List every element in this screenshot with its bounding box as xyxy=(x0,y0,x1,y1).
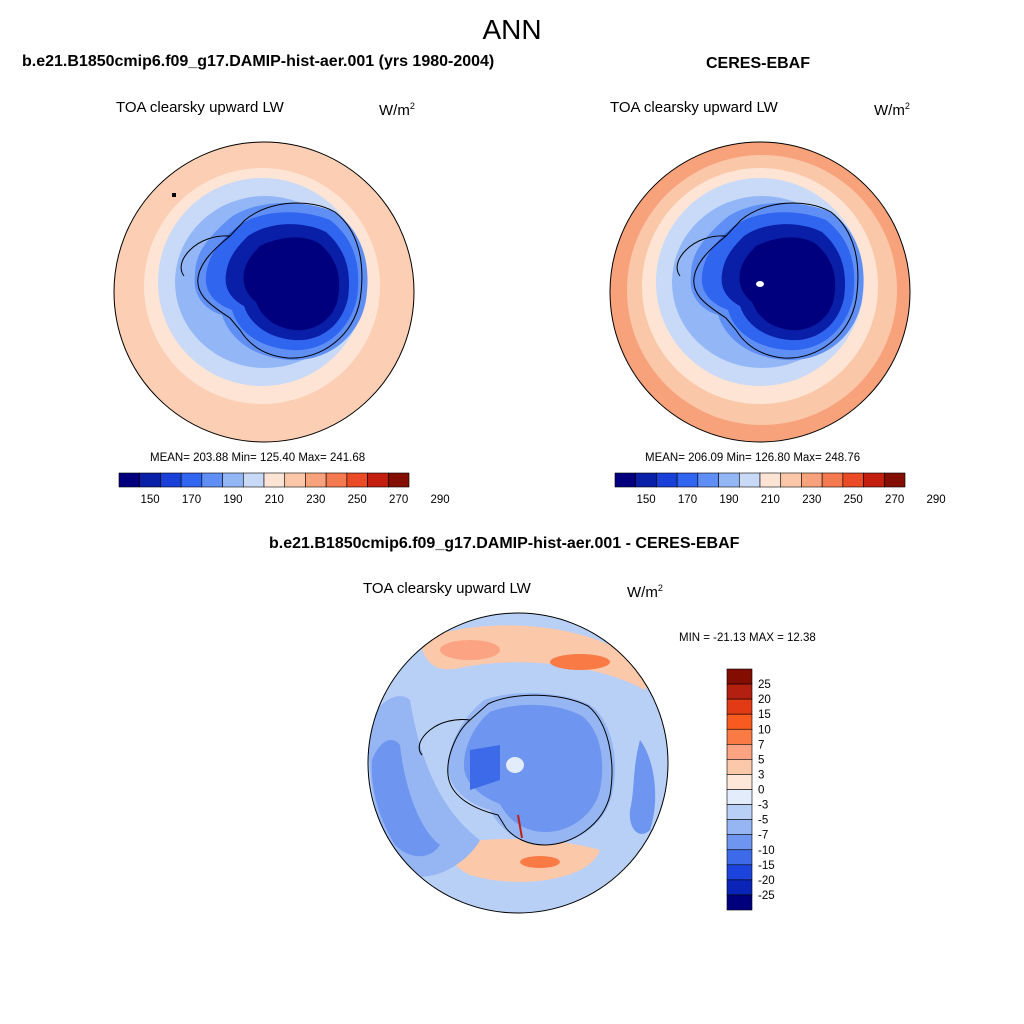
colorbar-swatch xyxy=(676,472,699,488)
panel3-units: W/m2 xyxy=(627,583,663,601)
colorbar-swatch xyxy=(346,472,368,488)
panel3-variable: TOA clearsky upward LW xyxy=(363,580,531,597)
colorbar-tick-label: 210 xyxy=(265,494,284,506)
colorbar-swatch xyxy=(821,472,844,488)
colorbar-swatch xyxy=(726,789,753,805)
colorbar-swatch xyxy=(325,472,348,488)
colorbar-swatch xyxy=(726,819,753,835)
colorbar-tick-label: 5 xyxy=(758,754,764,766)
colorbar-swatch xyxy=(614,472,637,488)
colorbar-tick-label: 7 xyxy=(758,739,764,751)
colorbar-tick-label: 290 xyxy=(926,494,945,506)
figure-title: ANN xyxy=(482,14,542,45)
colorbar-swatch xyxy=(726,879,753,896)
colorbar-tick-label: 230 xyxy=(306,494,325,506)
colorbar-swatch xyxy=(718,472,740,488)
colorbar-swatch xyxy=(139,472,161,488)
colorbar-swatch xyxy=(780,472,802,488)
colorbar-tick-label: 190 xyxy=(223,494,242,506)
colorbar-swatch xyxy=(726,774,753,790)
panel2-units: W/m2 xyxy=(874,101,910,119)
colorbar-swatch xyxy=(242,472,265,488)
colorbar-model: 150 170 190 210 230 250 270 290 xyxy=(118,472,450,506)
colorbar-difference: 25 20 15 10 7 5 3 0 -3 -5 -7 -10 -15 -20 -25 xyxy=(726,668,775,911)
colorbar-swatch xyxy=(726,864,753,881)
colorbar-tick-label: 150 xyxy=(636,494,655,506)
colorbar-swatch xyxy=(726,804,753,820)
colorbar-swatch xyxy=(726,698,753,715)
panel1-variable: TOA clearsky upward LW xyxy=(116,99,284,116)
colorbar-swatch xyxy=(726,668,753,685)
colorbar-swatch xyxy=(726,728,753,745)
panel1-heading: b.e21.B1850cmip6.f09_g17.DAMIP-hist-aer.… xyxy=(22,53,495,70)
colorbar-tick-label: -5 xyxy=(758,815,768,827)
colorbar-swatch xyxy=(305,472,327,488)
colorbar-swatch xyxy=(697,472,719,488)
map-model xyxy=(113,141,415,443)
colorbar-swatch xyxy=(222,472,244,488)
colorbar-tick-label: 270 xyxy=(885,494,904,506)
colorbar-tick-label: 250 xyxy=(844,494,863,506)
colorbar-swatch xyxy=(759,472,782,488)
colorbar-tick-label: 230 xyxy=(802,494,821,506)
colorbar-swatch xyxy=(118,472,141,488)
colorbar-swatch xyxy=(387,472,410,488)
colorbar-swatch xyxy=(263,472,286,488)
panel2-stats: MEAN= 206.09 Min= 126.80 Max= 248.76 xyxy=(645,452,861,464)
colorbar-tick-label: 270 xyxy=(389,494,408,506)
colorbar-swatch xyxy=(284,472,306,488)
colorbar-tick-label: -3 xyxy=(758,800,768,812)
colorbar-tick-label: 210 xyxy=(761,494,780,506)
colorbar-swatch xyxy=(726,759,753,775)
colorbar-swatch xyxy=(726,713,753,730)
colorbar-tick-label: -15 xyxy=(758,860,775,872)
colorbar-swatch xyxy=(842,472,864,488)
colorbar-swatch xyxy=(726,834,753,851)
colorbar-tick-label: -20 xyxy=(758,875,775,887)
colorbar-tick-label: 0 xyxy=(758,785,764,797)
colorbar-tick-label: 250 xyxy=(348,494,367,506)
colorbar-tick-label: 10 xyxy=(758,724,771,736)
colorbar-swatch xyxy=(656,472,678,488)
panel1-units: W/m2 xyxy=(379,101,415,119)
colorbar-tick-label: 20 xyxy=(758,694,771,706)
colorbar-swatch xyxy=(726,894,753,911)
map-observation xyxy=(609,141,911,443)
colorbar-swatch xyxy=(160,472,182,488)
panel1-stats: MEAN= 203.88 Min= 125.40 Max= 241.68 xyxy=(150,452,366,464)
colorbar-swatch xyxy=(367,472,389,488)
colorbar-tick-label: 190 xyxy=(719,494,738,506)
colorbar-tick-label: 170 xyxy=(678,494,697,506)
colorbar-swatch xyxy=(635,472,657,488)
colorbar-swatch xyxy=(863,472,885,488)
colorbar-tick-label: -25 xyxy=(758,890,775,902)
colorbar-swatch xyxy=(726,744,753,760)
colorbar-tick-label: -10 xyxy=(758,845,775,857)
colorbar-swatch xyxy=(801,472,823,488)
colorbar-tick-label: 290 xyxy=(430,494,449,506)
colorbar-swatch xyxy=(180,472,203,488)
panel3-heading: b.e21.B1850cmip6.f09_g17.DAMIP-hist-aer.… xyxy=(269,535,740,552)
map-difference xyxy=(367,612,669,914)
colorbar-tick-label: 150 xyxy=(140,494,159,506)
colorbar-tick-label: -7 xyxy=(758,830,768,842)
colorbar-tick-label: 15 xyxy=(758,709,771,721)
panel2-variable: TOA clearsky upward LW xyxy=(610,99,778,116)
colorbar-observation: 150 170 190 210 230 250 270 290 xyxy=(614,472,946,506)
panel3-stats: MIN = -21.13 MAX = 12.38 xyxy=(679,632,816,644)
colorbar-swatch xyxy=(726,683,753,700)
colorbar-tick-label: 3 xyxy=(758,769,764,781)
colorbar-swatch xyxy=(726,849,753,866)
colorbar-swatch xyxy=(738,472,761,488)
colorbar-tick-label: 170 xyxy=(182,494,201,506)
colorbar-swatch xyxy=(201,472,223,488)
panel2-heading: CERES-EBAF xyxy=(706,55,811,72)
colorbar-tick-label: 25 xyxy=(758,679,771,691)
colorbar-swatch xyxy=(883,472,906,488)
